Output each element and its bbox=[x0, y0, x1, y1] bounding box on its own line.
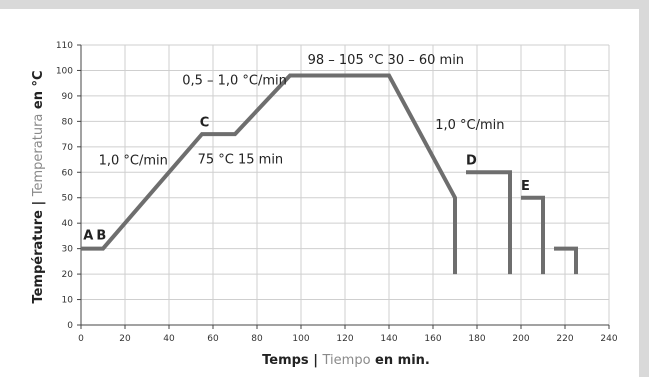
phase-marker-6: B bbox=[96, 229, 106, 244]
annotation-0: 98 – 105 °C 30 – 60 min bbox=[308, 53, 464, 68]
x-axis-title-part3: en min. bbox=[371, 353, 430, 368]
y-axis-title-separator: | bbox=[31, 196, 46, 210]
grid bbox=[81, 44, 610, 325]
x-tick-label-100: 100 bbox=[292, 334, 309, 344]
temperature-segment-1 bbox=[81, 73, 457, 275]
x-tick-label-120: 120 bbox=[336, 334, 353, 344]
x-tick-label-220: 220 bbox=[556, 334, 573, 344]
y-tick-label-70: 70 bbox=[62, 143, 74, 153]
y-axis-title-part1: Température bbox=[31, 210, 46, 304]
x-axis-title-separator: | bbox=[309, 353, 323, 368]
x-tick-label-140: 140 bbox=[380, 334, 397, 344]
y-tick-label-60: 60 bbox=[62, 168, 74, 178]
y-tick-label-50: 50 bbox=[62, 194, 74, 204]
annotation-1: 0,5 – 1,0 °C/min bbox=[182, 73, 287, 88]
axes: 0 20 40 60 80 100 120 140 160 180 200 220 240 0 10 20 30… bbox=[56, 41, 618, 344]
temperature-segment-2 bbox=[466, 170, 512, 275]
x-tick-label-180: 180 bbox=[468, 334, 485, 344]
x-axis-title-part1: Temps bbox=[262, 353, 309, 368]
phase-marker-8: D bbox=[466, 154, 477, 169]
annotations: 98 – 105 °C 30 – 60 min 0,5 – 1,0 °C/min 1… bbox=[83, 53, 530, 244]
x-axis-title-part2: Tiempo bbox=[322, 353, 371, 368]
phase-marker-7: C bbox=[200, 115, 210, 130]
annotation-4: 75 °C 15 min bbox=[198, 152, 284, 167]
y-tick-label-80: 80 bbox=[62, 117, 74, 127]
x-tick-label-20: 20 bbox=[119, 334, 131, 344]
y-tick-label-100: 100 bbox=[56, 66, 73, 76]
x-tick-label-60: 60 bbox=[207, 334, 219, 344]
x-tick-label-240: 240 bbox=[600, 334, 617, 344]
y-tick-label-90: 90 bbox=[62, 92, 74, 102]
y-tick-label-110: 110 bbox=[56, 41, 73, 51]
x-tick-label-160: 160 bbox=[424, 334, 441, 344]
phase-marker-9: E bbox=[521, 179, 530, 194]
y-tick-label-10: 10 bbox=[62, 296, 74, 306]
x-tick-label-0: 0 bbox=[78, 334, 84, 344]
phase-marker-5: A bbox=[83, 229, 93, 244]
annotation-2: 1,0 °C/min bbox=[435, 118, 504, 133]
x-tick-label-40: 40 bbox=[163, 334, 175, 344]
temperature-segment-3 bbox=[521, 195, 545, 275]
series-lines bbox=[81, 73, 578, 275]
annotation-3: 1,0 °C/min bbox=[99, 154, 168, 169]
temperature-segment-4 bbox=[554, 246, 578, 275]
y-axis-title-part2: Temperatura bbox=[31, 114, 46, 198]
y-tick-label-40: 40 bbox=[62, 219, 74, 229]
y-tick-label-20: 20 bbox=[62, 270, 74, 280]
y-axis-title: Température | Temperatura en °C bbox=[31, 70, 46, 303]
x-tick-label-200: 200 bbox=[512, 334, 529, 344]
x-tick-label-80: 80 bbox=[251, 334, 263, 344]
y-tick-label-30: 30 bbox=[62, 245, 74, 255]
y-tick-label-0: 0 bbox=[67, 321, 73, 331]
x-axis-title: Temps | Tiempo en min. bbox=[262, 353, 430, 368]
y-axis-title-part3: en °C bbox=[31, 70, 46, 113]
